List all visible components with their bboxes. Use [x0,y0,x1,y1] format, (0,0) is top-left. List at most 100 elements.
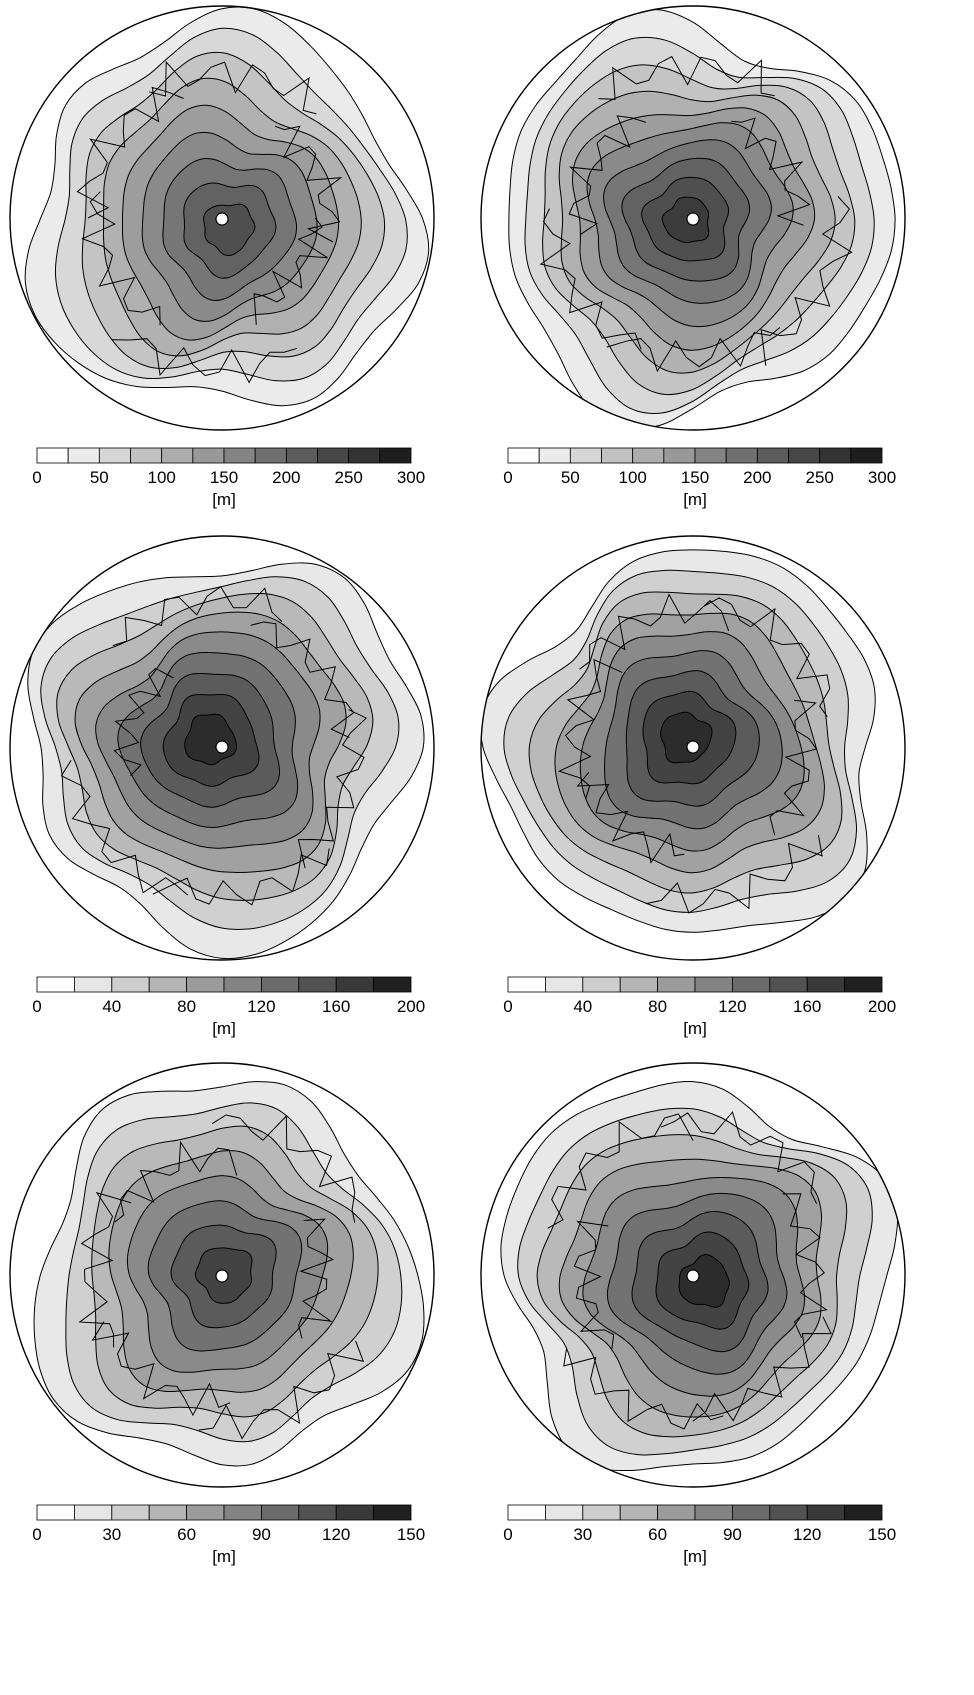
colorbar-tick-label: 150 [397,1525,425,1544]
colorbar-tick-label: 100 [619,468,647,487]
colorbar-3: 0 40 80 120 160 200 [m] [32,976,425,1038]
coastline [78,1114,365,1440]
colorbar-swatch [298,976,337,993]
colorbar-swatch [619,1504,659,1521]
colorbar-5: 0 30 60 90 120 150 [m] [32,1504,425,1566]
colorbar-tick-label: 0 [503,468,512,487]
contour-level-9 [678,1254,730,1308]
colorbar-swatch [582,976,621,993]
coastline [539,55,853,373]
colorbar-swatch [694,976,733,993]
colorbar-tick-label: 160 [322,997,350,1016]
colorbar-swatch [379,447,412,464]
colorbar-tick-label: 120 [322,1525,350,1544]
colorbar-swatch [657,1504,696,1521]
colorbar-unit-label: [m] [212,1019,236,1038]
colorbar-swatch [335,976,375,993]
colorbar-swatch [74,1504,113,1521]
colorbar-swatch [74,976,113,993]
contour-level-10 [661,196,710,244]
colorbar-swatch [67,447,100,464]
colorbar-swatch [373,1504,412,1521]
map-boundary [480,1062,906,1488]
colorbar-swatch [657,976,696,993]
pole-marker [686,212,700,226]
colorbar-tick-label: 40 [102,997,121,1016]
colorbar-swatch [317,447,350,464]
colorbar-tick-label: 0 [503,1525,512,1544]
colorbar-unit-label: [m] [212,490,236,509]
colorbar-swatch [507,1504,546,1521]
colorbar-tick-label: 40 [573,997,592,1016]
colorbar-swatch [223,1504,262,1521]
colorbar-swatch [569,447,602,464]
colorbar-swatch [732,976,771,993]
map-panel-4 [480,535,906,961]
pole-marker [686,1269,700,1283]
colorbar-swatch [130,447,163,464]
colorbar-tick-label: 120 [793,1525,821,1544]
colorbar-tick-label: 30 [573,1525,592,1544]
colorbar-swatch [335,1504,375,1521]
colorbar-tick-label: 200 [868,997,896,1016]
colorbar-swatch [756,447,789,464]
colorbar-swatch [223,976,262,993]
colorbar-swatch [545,976,584,993]
colorbar-tick-label: 90 [252,1525,271,1544]
colorbar-swatch [769,1504,808,1521]
colorbar-swatch [186,976,225,993]
colorbar-swatch [725,447,758,464]
colorbar-tick-label: 120 [718,997,746,1016]
colorbar-tick-label: 90 [723,1525,742,1544]
pole-marker [215,740,229,754]
colorbar-swatch [111,976,150,993]
colorbar-swatch [850,447,883,464]
colorbar-swatch [148,976,187,993]
colorbar-swatch [806,976,846,993]
colorbar-swatch [348,447,381,464]
colorbar-tick-label: 50 [561,468,580,487]
map-panel-1 [9,5,435,431]
colorbar-tick-label: 200 [272,468,300,487]
colorbar-tick-label: 80 [648,997,667,1016]
colorbar-tick-label: 0 [503,997,512,1016]
colorbar-swatch [260,1504,300,1521]
colorbar-1: 0 50 100 150 200 250 300 [m] [32,447,425,509]
colorbar-swatch [36,1504,75,1521]
colorbar-swatch [223,447,256,464]
map-panel-6 [480,1062,906,1488]
colorbar-tick-label: 200 [743,468,771,487]
coastline [557,593,831,914]
map-boundary [480,5,906,431]
colorbar-swatch [732,1504,771,1521]
colorbar-swatch [192,447,225,464]
map-boundary [9,5,435,431]
colorbar-swatch [582,1504,621,1521]
colorbar-swatch [507,447,540,464]
colorbar-swatch [111,1504,150,1521]
colorbar-swatch [769,976,808,993]
colorbar-swatch [507,976,546,993]
pole-marker [215,212,229,226]
colorbar-6: 0 30 60 90 120 150 [m] [503,1504,896,1566]
colorbar-swatch [619,976,659,993]
colorbar-swatch [663,447,696,464]
colorbar-unit-label: [m] [683,1547,707,1566]
colorbar-swatch [186,1504,225,1521]
map-boundary [480,535,906,961]
map-boundary [9,1062,435,1488]
pole-marker [686,740,700,754]
colorbar-swatch [694,1504,733,1521]
coastline [60,585,368,906]
colorbar-unit-label: [m] [683,1019,707,1038]
colorbar-tick-label: 0 [32,468,41,487]
colorbar-tick-label: 80 [177,997,196,1016]
colorbar-swatch [844,976,883,993]
colorbar-swatch [601,447,634,464]
contour-level-9 [660,711,713,764]
colorbar-tick-label: 300 [868,468,896,487]
colorbar-swatch [694,447,727,464]
colorbar-swatch [36,976,75,993]
colorbar-unit-label: [m] [212,1547,236,1566]
